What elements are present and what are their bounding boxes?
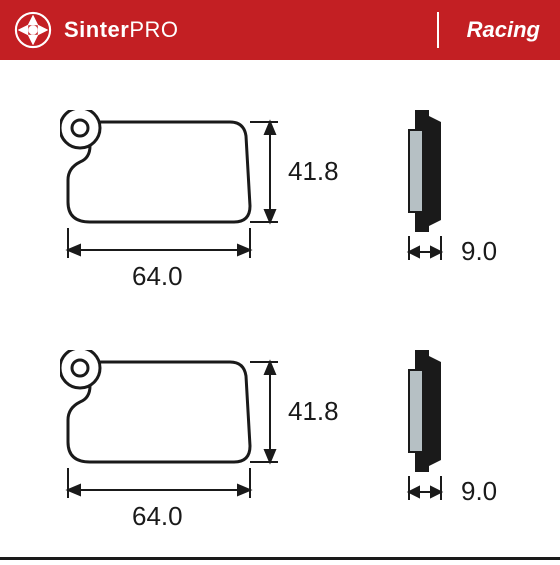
pad-front-view-1: 41.8 64.0 (60, 110, 400, 325)
pad-side-view-1: 9.0 (405, 110, 555, 325)
brand-bold: Sinter (64, 17, 129, 42)
brand-logo-icon (14, 11, 52, 49)
header-right: Racing (437, 12, 540, 48)
dim-width-2: 64.0 (132, 501, 183, 531)
dim-thickness-1: 9.0 (461, 236, 497, 266)
dim-height-2: 41.8 (288, 396, 339, 426)
header-divider (437, 12, 439, 48)
dim-height-1: 41.8 (288, 156, 339, 186)
dim-thickness-2: 9.0 (461, 476, 497, 506)
logo-area: SinterPRO (14, 11, 179, 49)
brand-light: PRO (129, 17, 178, 42)
pad-side-view-2: 9.0 (405, 350, 555, 565)
category-label: Racing (467, 17, 540, 43)
page: SinterPRO Racing (0, 0, 560, 560)
pad-front-view-2: 41.8 64.0 (60, 350, 400, 565)
diagram-area: 41.8 64.0 (0, 60, 560, 560)
header-bar: SinterPRO Racing (0, 0, 560, 60)
dim-width-1: 64.0 (132, 261, 183, 291)
brand-name: SinterPRO (64, 17, 179, 43)
